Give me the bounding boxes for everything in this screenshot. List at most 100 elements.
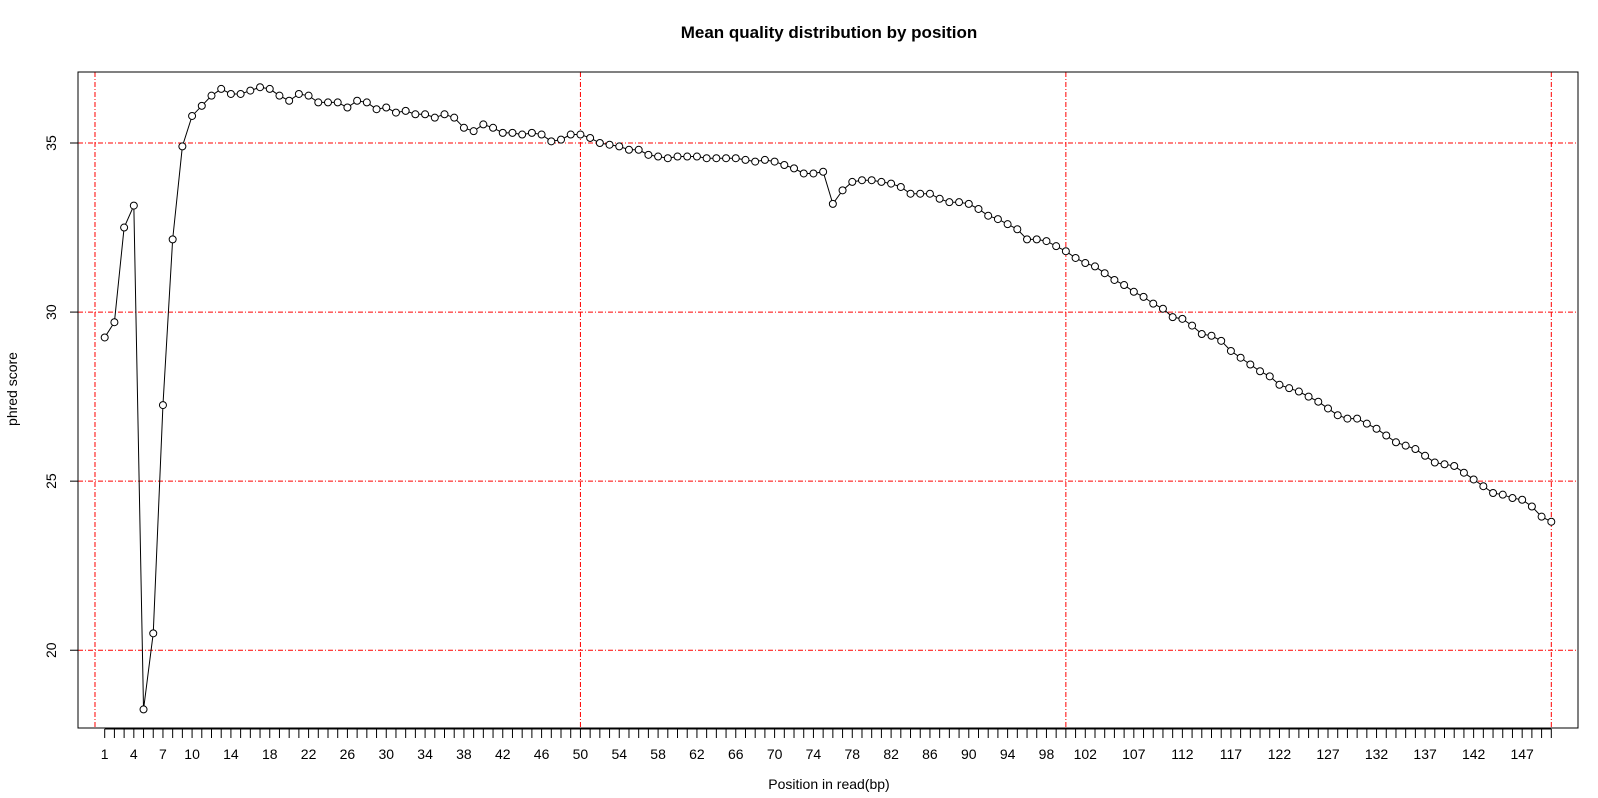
data-point: [1052, 242, 1061, 251]
data-point: [207, 91, 216, 100]
data-point: [1353, 414, 1362, 423]
data-point: [935, 194, 944, 203]
data-point: [1226, 346, 1235, 355]
data-point: [673, 152, 682, 161]
x-tick-label: 42: [495, 746, 511, 762]
data-point: [1518, 495, 1527, 504]
data-point: [1256, 367, 1265, 376]
x-tick-label: 7: [159, 746, 167, 762]
data-point: [557, 135, 566, 144]
data-point: [634, 145, 643, 154]
data-point: [226, 89, 235, 98]
x-tick-label: 98: [1039, 746, 1055, 762]
y-tick-label: 30: [43, 304, 59, 320]
x-axis-label: Position in read(bp): [768, 776, 889, 792]
x-tick-label: 14: [223, 746, 239, 762]
data-point: [1479, 482, 1488, 491]
data-point: [1450, 461, 1459, 470]
x-tick-label: 94: [1000, 746, 1016, 762]
data-point: [1178, 314, 1187, 323]
data-point: [129, 201, 138, 210]
x-tick-label: 112: [1171, 746, 1194, 762]
data-point: [741, 155, 750, 164]
data-point: [479, 120, 488, 129]
y-tick-label: 20: [43, 642, 59, 658]
data-point: [906, 189, 915, 198]
data-point: [838, 186, 847, 195]
data-point: [391, 108, 400, 117]
data-point: [489, 123, 498, 132]
data-point: [916, 189, 925, 198]
x-tick-label: 142: [1462, 746, 1486, 762]
x-tick-label: 137: [1413, 746, 1437, 762]
data-point: [1304, 392, 1313, 401]
x-tick-label: 22: [301, 746, 317, 762]
data-point: [1508, 494, 1517, 503]
data-point: [760, 155, 769, 164]
data-point: [1236, 353, 1245, 362]
data-point: [955, 198, 964, 207]
data-point: [1158, 304, 1167, 313]
data-point: [624, 145, 633, 154]
data-point: [683, 152, 692, 161]
x-tick-label: 74: [806, 746, 822, 762]
data-point: [566, 130, 575, 139]
y-tick-label: 35: [43, 135, 59, 151]
data-point: [139, 705, 148, 714]
data-point: [964, 199, 973, 208]
data-point: [314, 98, 323, 107]
data-point: [1498, 490, 1507, 499]
data-point: [1217, 336, 1226, 345]
data-point: [353, 96, 362, 105]
data-point: [586, 133, 595, 142]
data-point: [1013, 225, 1022, 234]
data-point: [547, 137, 556, 146]
data-point: [809, 169, 818, 178]
data-point: [945, 198, 954, 207]
data-point: [1527, 502, 1536, 511]
data-point: [236, 89, 245, 98]
data-point: [518, 130, 527, 139]
data-point: [1188, 321, 1197, 330]
data-point: [1489, 488, 1498, 497]
x-tick-label: 78: [844, 746, 860, 762]
data-point: [828, 199, 837, 208]
data-point: [1537, 512, 1546, 521]
data-point: [722, 154, 731, 163]
data-point: [644, 150, 653, 159]
x-tick-label: 147: [1510, 746, 1534, 762]
data-point: [333, 98, 342, 107]
data-point: [1314, 397, 1323, 406]
x-tick-label: 62: [689, 746, 705, 762]
data-point: [731, 154, 740, 163]
data-point: [770, 157, 779, 166]
data-point: [168, 235, 177, 244]
data-point: [896, 182, 905, 191]
data-point: [1110, 275, 1119, 284]
data-point: [246, 86, 255, 95]
data-point: [663, 154, 672, 163]
data-point: [110, 318, 119, 327]
x-tick-label: 26: [340, 746, 356, 762]
data-point: [799, 169, 808, 178]
data-point: [1547, 517, 1556, 526]
data-point: [1032, 235, 1041, 244]
data-point: [294, 89, 303, 98]
data-point: [382, 103, 391, 112]
data-point: [178, 142, 187, 151]
data-point: [527, 128, 536, 137]
data-point: [1401, 441, 1410, 450]
data-point: [1459, 468, 1468, 477]
data-point: [1120, 281, 1129, 290]
data-point: [1294, 387, 1303, 396]
data-point: [1265, 372, 1274, 381]
x-tick-label: 102: [1074, 746, 1098, 762]
y-tick-label: 25: [43, 473, 59, 489]
data-point: [1100, 269, 1109, 278]
data-series: [100, 83, 1556, 714]
data-point: [1003, 220, 1012, 229]
data-point: [1411, 445, 1420, 454]
x-tick-label: 117: [1220, 746, 1243, 762]
data-point: [100, 333, 109, 342]
